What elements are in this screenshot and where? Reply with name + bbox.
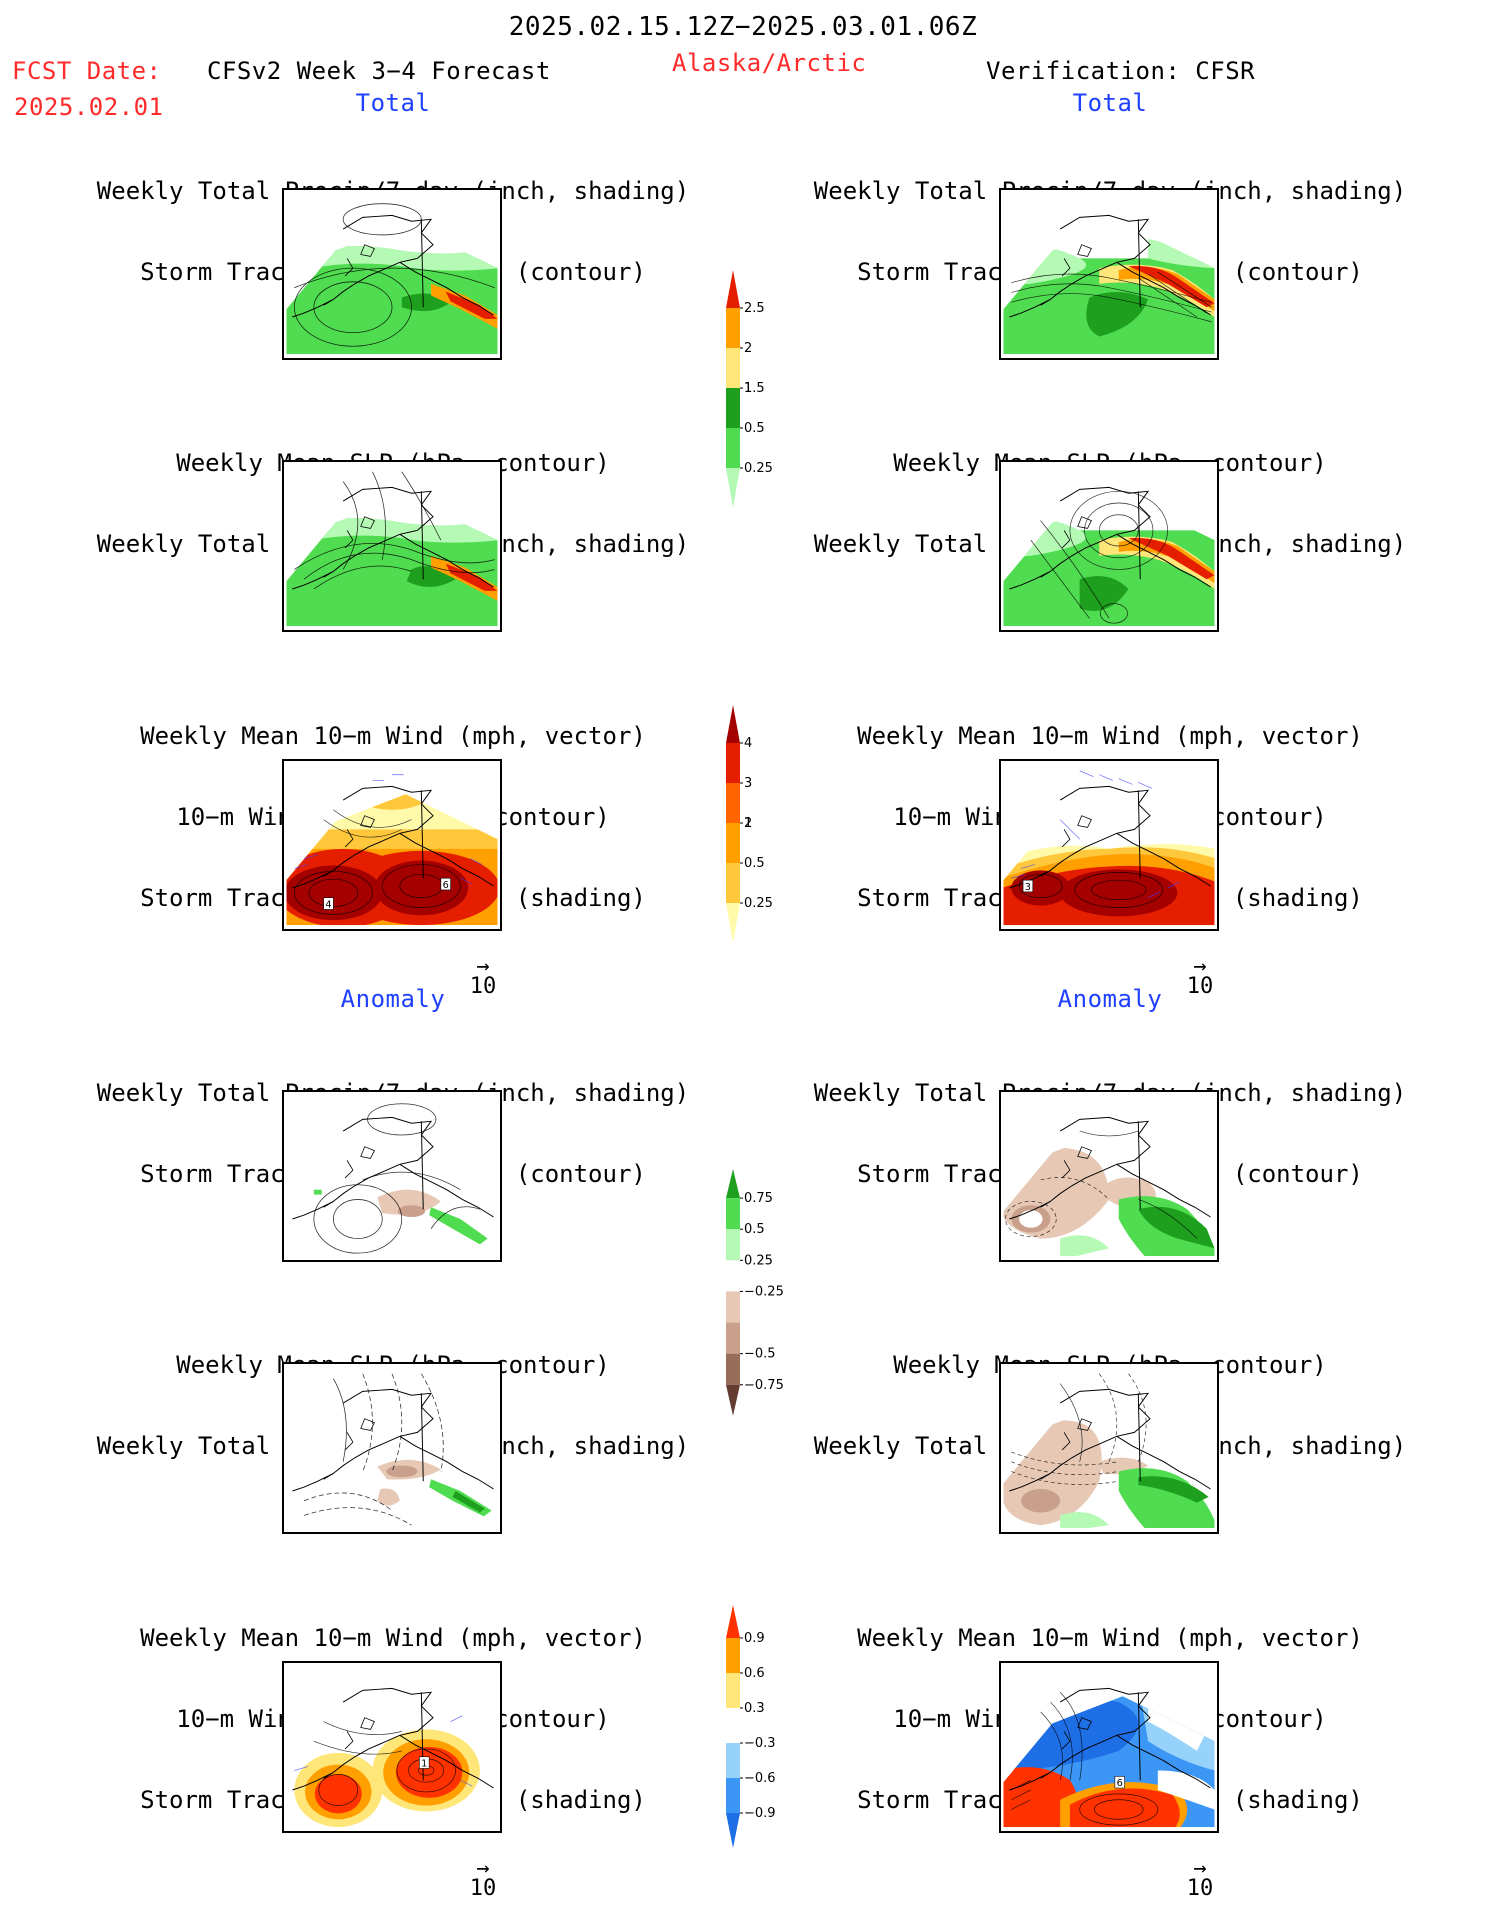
map-fc-total-slp-precip bbox=[282, 460, 502, 632]
vector-ref-ver-total: → 10 bbox=[1186, 954, 1214, 999]
contour-label: 3 bbox=[1025, 882, 1031, 893]
colorbar-cap-top bbox=[726, 270, 740, 308]
colorbar-segment bbox=[726, 1260, 740, 1292]
colorbar-segment bbox=[726, 1743, 740, 1778]
colorbar-segment bbox=[726, 743, 740, 783]
colorbar-tick-label: −0.9 bbox=[744, 1806, 776, 1821]
colorbar-segment bbox=[726, 1353, 740, 1385]
map-ver-total-wind-storm: 3 bbox=[999, 759, 1219, 931]
colorbar-tick-label: 0.9 bbox=[744, 1631, 765, 1646]
contour-label: 1 bbox=[421, 1759, 427, 1770]
colorbar-segment bbox=[726, 428, 740, 468]
colorbar-tick-label: 1.5 bbox=[744, 381, 765, 396]
colorbar-tick-label: 0.25 bbox=[744, 896, 773, 911]
colorbar-cap-top bbox=[726, 1169, 740, 1199]
colorbar-tick-label: 0.6 bbox=[744, 1666, 765, 1681]
colorbar-tick-label: 0.25 bbox=[744, 1253, 773, 1268]
valid-period: 2025.02.15.12Z−2025.03.01.06Z bbox=[508, 12, 978, 42]
section-total-verification: Total bbox=[1072, 89, 1148, 117]
map-fc-total-precip-storm bbox=[282, 188, 502, 360]
section-anomaly-forecast: Anomaly bbox=[340, 985, 446, 1013]
colorbar-segment bbox=[726, 1291, 740, 1323]
contour-label: 6 bbox=[1117, 1778, 1123, 1789]
map-fc-anom-slp-precip bbox=[282, 1362, 502, 1534]
region-title: Alaska/Arctic bbox=[672, 49, 867, 77]
vector-ref-ver-anom: → 10 bbox=[1186, 1856, 1214, 1901]
colorbar-tick-label: 0.5 bbox=[744, 856, 765, 871]
fcst-date-label: FCST Date: bbox=[12, 57, 162, 85]
colorbar-segment bbox=[726, 1778, 740, 1813]
vector-ref-fc-anom: → 10 bbox=[469, 1856, 497, 1901]
colorbar-tick-label: 1 bbox=[744, 381, 752, 396]
colorbar-cap-top bbox=[726, 705, 740, 743]
colorbar-tick-label: 0.25 bbox=[744, 461, 773, 476]
map-ver-anom-precip-storm bbox=[999, 1090, 1219, 1262]
colorbar-tick-label: 1 bbox=[744, 816, 752, 831]
colorbar-segment bbox=[726, 348, 740, 388]
colorbar-tick-label: −0.75 bbox=[744, 1378, 784, 1393]
colorbar-tick-label: 0.5 bbox=[744, 421, 765, 436]
colorbar-segment bbox=[726, 1198, 740, 1230]
colorbar-tick-label: 4 bbox=[744, 736, 752, 751]
contour-label: 6 bbox=[443, 880, 449, 891]
colorbar-tick-label: −0.3 bbox=[744, 1736, 776, 1751]
colorbar-total-precip: 0.25 0.5 1 1.5 2 2.5 bbox=[720, 268, 780, 558]
model-title: CFSv2 Week 3−4 Forecast bbox=[207, 57, 551, 85]
map-ver-total-slp-precip bbox=[999, 460, 1219, 632]
colorbar-segment bbox=[726, 1229, 740, 1261]
map-fc-total-wind-storm: 4 6 bbox=[282, 759, 502, 931]
map-ver-anom-wind-storm: 6 bbox=[999, 1661, 1219, 1833]
colorbar-tick-label: 2 bbox=[744, 816, 752, 831]
colorbar-tick-label: 0.75 bbox=[744, 1191, 773, 1206]
colorbar-segment bbox=[726, 783, 740, 823]
colorbar-segment bbox=[726, 1322, 740, 1354]
colorbar-cap-bottom bbox=[726, 1384, 740, 1416]
colorbar-cap-bottom bbox=[726, 903, 740, 943]
colorbar-anom-storm: −0.9 −0.6 −0.3 0.3 0.6 0.9 bbox=[720, 1603, 780, 1893]
colorbar-segment bbox=[726, 388, 740, 428]
colorbar-tick-label: −0.25 bbox=[744, 1284, 784, 1299]
colorbar-cap-top bbox=[726, 1605, 740, 1638]
colorbar-segment bbox=[726, 1638, 740, 1673]
colorbar-anom-precip: −0.75 −0.5 −0.25 0.25 0.5 0.75 bbox=[720, 1167, 784, 1457]
verification-title: Verification: CFSR bbox=[986, 57, 1256, 85]
map-ver-total-precip-storm bbox=[999, 188, 1219, 360]
colorbar-tick-label: 3 bbox=[744, 776, 752, 791]
colorbar-cap-bottom bbox=[726, 1813, 740, 1848]
colorbar-segment bbox=[726, 1708, 740, 1743]
colorbar-tick-label: 2.5 bbox=[744, 301, 765, 316]
colorbar-segment bbox=[726, 863, 740, 903]
vector-ref-fc-total: → 10 bbox=[469, 954, 497, 999]
fcst-date-value: 2025.02.01 bbox=[14, 93, 164, 121]
colorbar-tick-label: 0.5 bbox=[744, 1222, 765, 1237]
map-fc-anom-wind-storm: 1 bbox=[282, 1661, 502, 1833]
colorbar-cap-bottom bbox=[726, 468, 740, 508]
colorbar-segment bbox=[726, 1673, 740, 1708]
colorbar-tick-label: 2 bbox=[744, 341, 752, 356]
colorbar-tick-label: −0.6 bbox=[744, 1771, 776, 1786]
colorbar-tick-label: −0.5 bbox=[744, 1347, 776, 1362]
colorbar-segment bbox=[726, 308, 740, 348]
contour-label: 4 bbox=[325, 900, 331, 911]
map-ver-anom-slp-precip bbox=[999, 1362, 1219, 1534]
section-total-forecast: Total bbox=[355, 89, 431, 117]
colorbar-total-storm: 0.25 0.5 1 2 3 4 bbox=[720, 703, 780, 993]
colorbar-segment bbox=[726, 823, 740, 863]
colorbar-tick-label: 0.3 bbox=[744, 1701, 765, 1716]
map-fc-anom-precip-storm bbox=[282, 1090, 502, 1262]
section-anomaly-verification: Anomaly bbox=[1057, 985, 1163, 1013]
